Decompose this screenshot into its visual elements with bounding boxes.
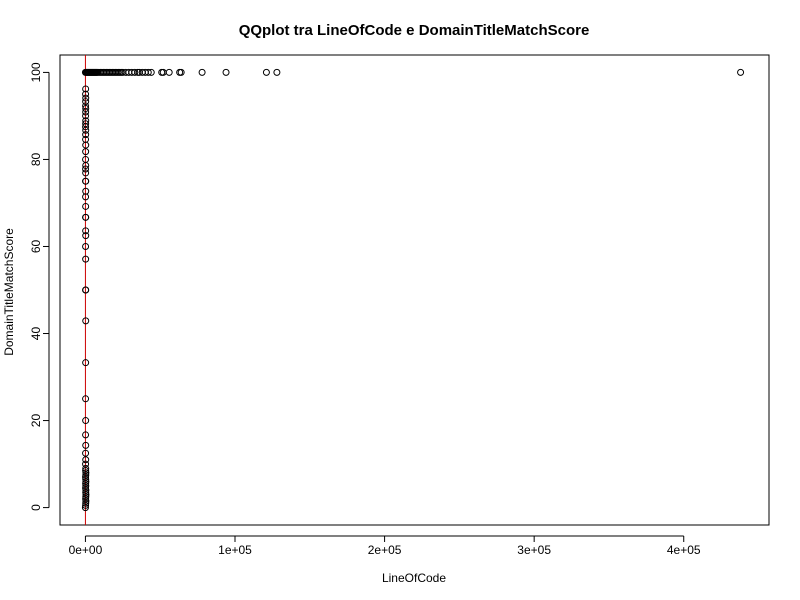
data-point bbox=[82, 460, 90, 468]
plot-frame bbox=[59, 54, 770, 526]
data-point bbox=[82, 417, 90, 425]
data-point bbox=[82, 117, 90, 125]
x-tick-label: 1e+05 bbox=[218, 543, 252, 557]
data-point bbox=[82, 395, 90, 403]
data-point bbox=[82, 449, 90, 457]
data-point bbox=[82, 112, 90, 120]
data-point bbox=[82, 242, 90, 250]
data-point bbox=[82, 255, 90, 263]
data-point bbox=[82, 456, 90, 464]
y-tick-label: 60 bbox=[29, 239, 43, 253]
x-axis-label: LineOfCode bbox=[382, 571, 446, 585]
data-point bbox=[82, 102, 90, 110]
data-point bbox=[82, 177, 90, 185]
data-point bbox=[82, 227, 90, 235]
data-point bbox=[82, 477, 90, 485]
data-point bbox=[82, 359, 90, 367]
data-point bbox=[82, 169, 90, 177]
data-point bbox=[82, 464, 90, 472]
data-point bbox=[82, 469, 90, 477]
data-point bbox=[82, 475, 90, 483]
data-point bbox=[82, 471, 90, 479]
data-point bbox=[131, 68, 139, 76]
y-tick-label: 0 bbox=[29, 504, 43, 511]
data-point bbox=[82, 126, 90, 134]
data-point bbox=[262, 68, 270, 76]
y-axis: 0 20 40 60 80 100 bbox=[29, 62, 50, 511]
data-point bbox=[82, 131, 90, 139]
y-tick-label: 20 bbox=[29, 414, 43, 428]
data-point bbox=[82, 491, 90, 499]
data-point bbox=[82, 497, 90, 505]
data-point bbox=[165, 68, 173, 76]
data-point bbox=[147, 68, 155, 76]
data-point bbox=[82, 155, 90, 163]
data-point bbox=[82, 148, 90, 156]
data-point bbox=[82, 105, 90, 113]
y-axis-label: DomainTitleMatchScore bbox=[2, 228, 16, 356]
data-point bbox=[177, 68, 185, 76]
data-point bbox=[82, 431, 90, 439]
chart-title: QQplot tra LineOfCode e DomainTitleMatch… bbox=[239, 22, 590, 39]
y-tick-label: 40 bbox=[29, 327, 43, 341]
data-point bbox=[82, 98, 90, 106]
data-point bbox=[82, 499, 90, 507]
data-point bbox=[222, 68, 230, 76]
points-layer bbox=[81, 68, 745, 512]
x-tick-label: 4e+05 bbox=[667, 543, 701, 557]
x-tick-label: 0e+00 bbox=[69, 543, 103, 557]
x-tick-label: 2e+05 bbox=[368, 543, 402, 557]
y-tick-label: 100 bbox=[29, 62, 43, 82]
data-point bbox=[82, 90, 90, 98]
data-point bbox=[82, 165, 90, 173]
data-point bbox=[82, 501, 90, 509]
data-point bbox=[82, 94, 90, 102]
data-point bbox=[82, 232, 90, 240]
data-point bbox=[82, 480, 90, 488]
data-point bbox=[82, 488, 90, 496]
data-point bbox=[198, 68, 206, 76]
data-point bbox=[273, 68, 281, 76]
data-point bbox=[82, 286, 90, 294]
data-point bbox=[82, 484, 90, 492]
data-point bbox=[82, 213, 90, 221]
data-point bbox=[82, 202, 90, 210]
data-point bbox=[82, 187, 90, 195]
data-point bbox=[82, 467, 90, 475]
data-point bbox=[82, 120, 90, 128]
x-tick-label: 3e+05 bbox=[517, 543, 551, 557]
data-point bbox=[737, 68, 745, 76]
data-point bbox=[82, 495, 90, 503]
data-point bbox=[144, 68, 152, 76]
data-point bbox=[82, 135, 90, 143]
data-point bbox=[82, 473, 90, 481]
data-point bbox=[81, 504, 89, 512]
data-point bbox=[82, 85, 90, 93]
y-tick-label: 80 bbox=[29, 152, 43, 166]
data-point bbox=[82, 317, 90, 325]
data-point bbox=[82, 441, 90, 449]
data-point bbox=[82, 482, 90, 490]
x-axis: 0e+00 1e+05 2e+05 3e+05 4e+05 bbox=[69, 535, 701, 557]
data-point bbox=[82, 493, 90, 501]
